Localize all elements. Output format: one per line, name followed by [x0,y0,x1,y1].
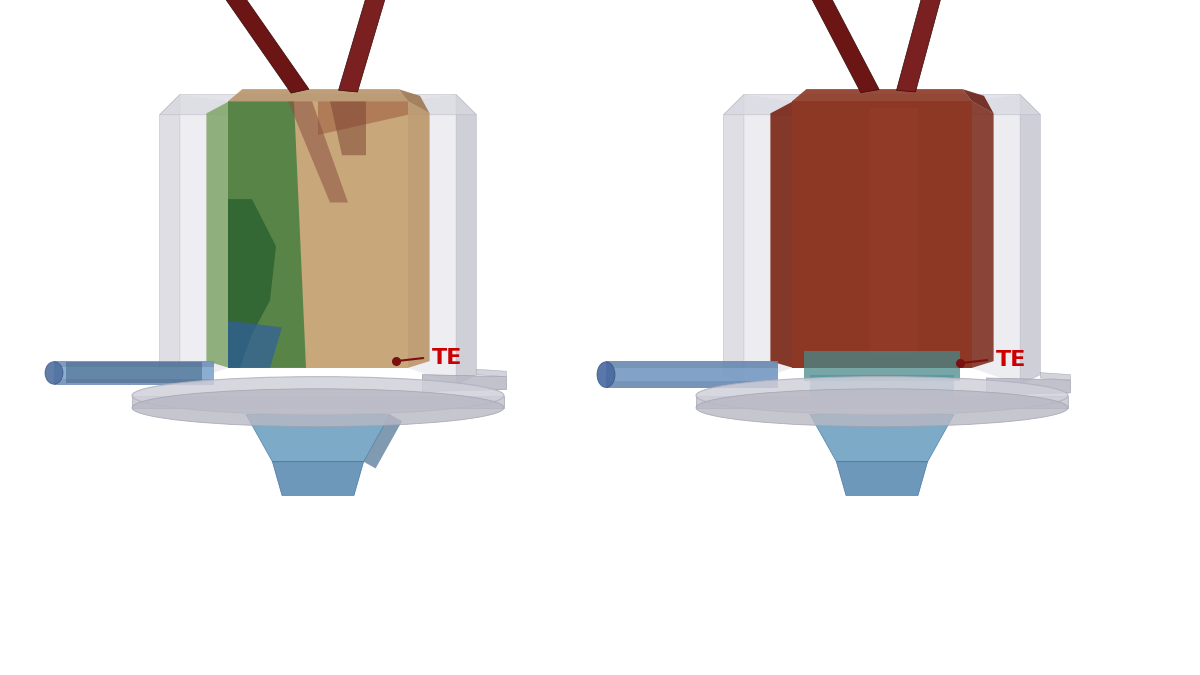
Polygon shape [810,414,954,462]
Polygon shape [770,0,880,92]
Ellipse shape [132,389,504,427]
Polygon shape [744,95,792,385]
Polygon shape [228,101,408,368]
Polygon shape [896,0,958,92]
Polygon shape [1020,95,1040,385]
Polygon shape [272,462,364,495]
Ellipse shape [46,362,64,384]
Polygon shape [160,95,180,385]
Polygon shape [228,199,276,368]
Polygon shape [228,89,408,101]
Polygon shape [422,375,506,392]
Ellipse shape [598,362,616,387]
Polygon shape [804,351,960,381]
Text: TE: TE [432,348,462,368]
Polygon shape [330,101,366,155]
Polygon shape [66,362,202,383]
Polygon shape [160,95,476,115]
Polygon shape [792,89,972,101]
Polygon shape [246,414,390,462]
Polygon shape [54,361,214,385]
Polygon shape [606,368,778,381]
Polygon shape [228,321,282,368]
Polygon shape [172,0,308,93]
Polygon shape [1040,373,1070,380]
Polygon shape [724,95,1040,115]
Polygon shape [836,462,928,495]
Polygon shape [318,101,408,135]
Polygon shape [962,89,994,113]
Ellipse shape [696,377,1068,414]
Polygon shape [408,95,456,385]
Text: TE: TE [996,350,1026,370]
Ellipse shape [696,389,1068,427]
Polygon shape [696,396,1068,408]
Polygon shape [972,101,994,368]
Polygon shape [132,396,504,408]
Polygon shape [792,101,972,368]
Polygon shape [986,378,1070,395]
Polygon shape [724,95,744,385]
Polygon shape [456,95,476,385]
Polygon shape [54,367,214,379]
Polygon shape [606,361,778,388]
Polygon shape [972,95,1020,385]
Polygon shape [770,101,793,368]
Polygon shape [338,0,406,92]
Polygon shape [408,101,430,368]
Polygon shape [364,414,402,468]
Polygon shape [206,101,229,368]
Polygon shape [870,108,918,354]
Ellipse shape [132,377,504,414]
Polygon shape [180,95,228,385]
Polygon shape [228,101,306,368]
Polygon shape [476,369,506,377]
Polygon shape [398,89,430,113]
Polygon shape [288,101,348,202]
Polygon shape [810,375,954,398]
